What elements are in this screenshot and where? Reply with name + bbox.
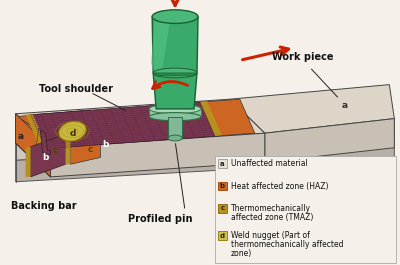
Polygon shape — [70, 123, 100, 164]
Polygon shape — [16, 110, 105, 150]
Text: b: b — [102, 140, 108, 149]
Ellipse shape — [168, 135, 182, 141]
Text: Thermomechanically: Thermomechanically — [231, 204, 311, 213]
Polygon shape — [168, 117, 182, 138]
Text: c: c — [220, 205, 224, 211]
Ellipse shape — [153, 68, 197, 78]
FancyBboxPatch shape — [218, 231, 227, 240]
Polygon shape — [30, 134, 66, 177]
Text: Work piece: Work piece — [272, 52, 333, 63]
Text: c: c — [88, 145, 93, 154]
Polygon shape — [16, 114, 50, 177]
Polygon shape — [50, 133, 265, 177]
Text: Unaffected material: Unaffected material — [231, 159, 308, 168]
Polygon shape — [16, 119, 394, 160]
Polygon shape — [200, 99, 255, 136]
Polygon shape — [265, 119, 394, 162]
Polygon shape — [230, 85, 394, 133]
Text: b: b — [220, 183, 225, 189]
Polygon shape — [16, 116, 50, 177]
Text: a: a — [342, 101, 348, 111]
Ellipse shape — [149, 113, 201, 121]
Ellipse shape — [149, 104, 201, 114]
FancyBboxPatch shape — [218, 182, 227, 191]
Polygon shape — [16, 114, 50, 177]
Polygon shape — [66, 133, 70, 164]
Polygon shape — [26, 114, 48, 149]
Polygon shape — [30, 102, 215, 149]
Text: zone): zone) — [231, 249, 252, 258]
Polygon shape — [200, 101, 222, 136]
Ellipse shape — [59, 121, 86, 141]
Text: thermomechanically affected: thermomechanically affected — [231, 240, 343, 249]
Polygon shape — [152, 17, 198, 109]
Text: Weld nugget (Part of: Weld nugget (Part of — [231, 231, 310, 240]
Text: Heat affected zone (HAZ): Heat affected zone (HAZ) — [231, 182, 328, 191]
Text: a: a — [220, 161, 225, 167]
Polygon shape — [26, 147, 30, 177]
Text: Backing bar: Backing bar — [11, 201, 76, 211]
Text: c: c — [53, 146, 58, 155]
Polygon shape — [151, 19, 170, 73]
Polygon shape — [40, 130, 50, 154]
Polygon shape — [16, 138, 394, 182]
Text: affected zone (TMAZ): affected zone (TMAZ) — [231, 213, 313, 222]
Text: Profiled pin: Profiled pin — [128, 214, 192, 224]
Text: b: b — [42, 153, 49, 162]
Text: d: d — [220, 233, 225, 239]
Text: d: d — [69, 129, 76, 138]
FancyBboxPatch shape — [218, 204, 227, 213]
Text: a: a — [18, 132, 24, 141]
Polygon shape — [16, 99, 265, 148]
Polygon shape — [149, 109, 201, 117]
Polygon shape — [16, 114, 50, 177]
Polygon shape — [36, 128, 50, 157]
FancyBboxPatch shape — [215, 157, 396, 263]
FancyBboxPatch shape — [218, 160, 227, 168]
Polygon shape — [153, 73, 197, 76]
Text: Tool shoulder: Tool shoulder — [38, 85, 112, 94]
Ellipse shape — [152, 10, 198, 23]
